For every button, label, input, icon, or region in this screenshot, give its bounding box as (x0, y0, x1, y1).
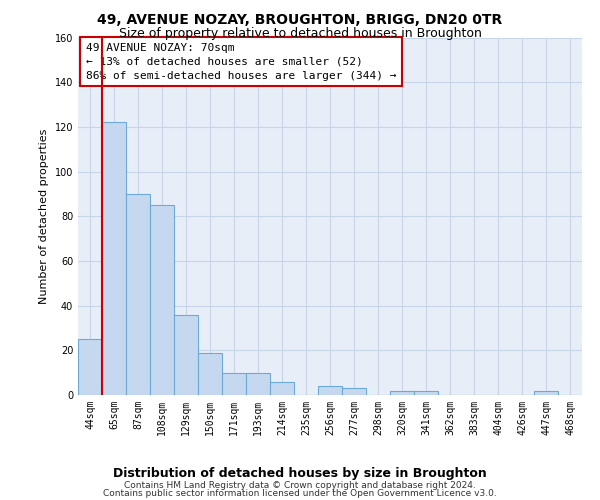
Bar (174, 314, 198, 395)
Bar (246, 372, 270, 395)
Text: 49 AVENUE NOZAY: 70sqm
← 13% of detached houses are smaller (52)
86% of semi-det: 49 AVENUE NOZAY: 70sqm ← 13% of detached… (86, 43, 396, 81)
Bar (222, 372, 246, 395)
Bar (270, 382, 294, 395)
Bar (102, 122, 126, 395)
Bar (414, 390, 438, 395)
Text: 49, AVENUE NOZAY, BROUGHTON, BRIGG, DN20 0TR: 49, AVENUE NOZAY, BROUGHTON, BRIGG, DN20… (97, 12, 503, 26)
Bar (78, 339, 102, 395)
Text: Size of property relative to detached houses in Broughton: Size of property relative to detached ho… (119, 28, 481, 40)
Text: Distribution of detached houses by size in Broughton: Distribution of detached houses by size … (113, 468, 487, 480)
Y-axis label: Number of detached properties: Number of detached properties (39, 128, 49, 304)
Bar (342, 388, 366, 395)
Bar (318, 386, 342, 395)
Bar (534, 390, 558, 395)
Bar (126, 194, 150, 395)
Bar (198, 352, 222, 395)
Bar (390, 390, 414, 395)
Text: Contains HM Land Registry data © Crown copyright and database right 2024.: Contains HM Land Registry data © Crown c… (124, 481, 476, 490)
Bar (150, 205, 174, 395)
Text: Contains public sector information licensed under the Open Government Licence v3: Contains public sector information licen… (103, 489, 497, 498)
